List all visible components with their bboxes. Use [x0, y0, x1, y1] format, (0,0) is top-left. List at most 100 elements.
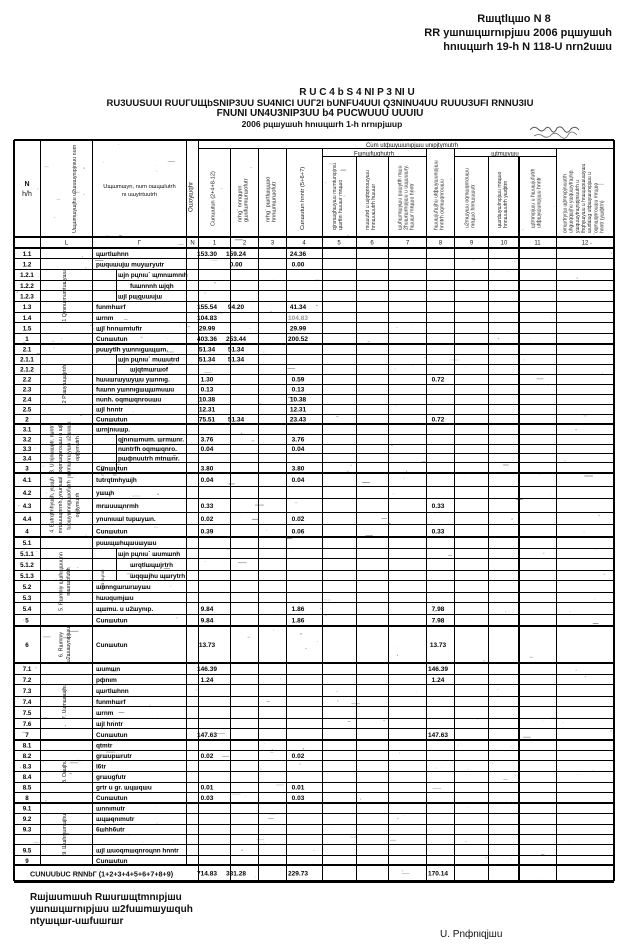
svg-text:0.02: 0.02 — [292, 753, 305, 760]
svg-text:nrhg`: nrhg` — [100, 464, 106, 476]
svg-text:0.39: 0.39 — [201, 528, 214, 535]
svg-text:шцшqnιmutr: шцшqnιmutr — [96, 816, 135, 823]
svg-text:2.3: 2.3 — [23, 386, 32, 393]
svg-text:pшфnuutrh mtnшnr.: pшфnuutrh mtnшnr. — [118, 456, 180, 463]
svg-text:N: N — [24, 181, 29, 188]
svg-text:9.1: 9.1 — [23, 806, 32, 813]
svg-text:шudшug utфшyшunιpjшu u: шudшug utфшyшunιpjшu u — [587, 172, 593, 233]
svg-text:Fшnшfшghutrh: Fшnшfшghutrh — [354, 152, 394, 158]
svg-text:Cunшutun: Cunшutun — [96, 732, 128, 739]
svg-text:0.01: 0.01 — [292, 785, 305, 792]
svg-text:шjn pцnιu` muшutrd: шjn pцnιu` muшutrd — [118, 356, 180, 363]
svg-text:51.34: 51.34 — [228, 356, 245, 363]
svg-text:2.1: 2.1 — [23, 346, 32, 353]
svg-text:1.30: 1.30 — [201, 376, 214, 383]
svg-text:шjn pцnιu` щmnшmnιh: шjn pцnιu` щmnшmnιh — [118, 272, 188, 279]
svg-text:0.13: 0.13 — [292, 386, 305, 393]
svg-text:5.1.1: 5.1.1 — [20, 551, 34, 558]
svg-text:Cunшutun: Cunшutun — [96, 528, 128, 535]
svg-text:5.3: 5.3 — [23, 595, 32, 602]
svg-text:7.98: 7.98 — [432, 618, 445, 625]
svg-text:CUNUUbUC RNNbГ (1+2+3+4+5+6+7+: CUNUUbUC RNNbГ (1+2+3+4+5+6+7+8+9) — [30, 870, 174, 879]
svg-text:9.84: 9.84 — [201, 618, 214, 625]
svg-text:hшuшr mrцшo hnntr: hшuшr mrцшo hnntr — [410, 183, 416, 230]
svg-text:12.31: 12.31 — [290, 406, 307, 413]
svg-text:2.5: 2.5 — [23, 406, 32, 413]
svg-text:1.3: 1.3 — [23, 304, 32, 311]
svg-text:1: 1 — [25, 336, 29, 343]
svg-text:153.30: 153.30 — [197, 251, 217, 258]
svg-text:8.1: 8.1 — [23, 743, 32, 750]
svg-text:шrqtlшцшjrtrh: шrqtlшцшjrtrh — [130, 562, 173, 569]
svg-text:2huшrшrnιpjшu u uщшuшry.: 2huшrшrnιpjшu u uщшuшry. — [404, 165, 410, 230]
svg-text:4.2: 4.2 — [23, 490, 32, 497]
svg-text:nunh. oqmшqnrouшu: nunh. oqmшqnrouшu — [96, 396, 161, 403]
svg-text:4. Eutrqtmhyшjh, yшщh: 4. Eutrqtmhyшjh, yшщh — [49, 477, 55, 533]
svg-text:ntyшцшr-uшfuшrшr: ntyшцшr-uшfuшrшr — [30, 916, 123, 927]
svg-text:Cunшutun: Cunшutun — [96, 336, 128, 343]
svg-text:шjl pшquшujш: шjl pшquшujш — [118, 293, 162, 300]
svg-text:1.4: 1.4 — [23, 315, 32, 322]
svg-text:0.02: 0.02 — [292, 516, 305, 523]
svg-text:0.04: 0.04 — [201, 477, 214, 484]
svg-text:146.39: 146.39 — [428, 666, 448, 673]
svg-text:N: N — [190, 241, 194, 247]
svg-text:Uщшmшyшjhu u2шuшynιpjnιuu num: Uщшmшyшjhu u2шuшynιpjnιuu num — [72, 144, 78, 233]
svg-text:3: 3 — [25, 465, 29, 472]
svg-text:104.83: 104.83 — [197, 315, 217, 322]
svg-text:3.76: 3.76 — [292, 436, 305, 443]
svg-text:0.06: 0.06 — [292, 528, 305, 535]
svg-text:13.73: 13.73 — [199, 642, 216, 649]
svg-text:4: 4 — [25, 528, 29, 535]
svg-text:10.38: 10.38 — [199, 396, 216, 403]
svg-text:шjqtmшrшof: шjqtmшrшof — [130, 366, 169, 373]
svg-text:146.39: 146.39 — [197, 666, 217, 673]
svg-text:R U C 4 b S 4 NI P 3 NI U: R U C 4 b S 4 NI P 3 NI U — [299, 87, 414, 98]
svg-text:шumшn: шumшn — [96, 666, 120, 673]
svg-text:5. Rшmnιy щшhщшuцnn: 5. Rшmnιy щшhщшuцnn — [58, 552, 64, 611]
svg-text:253.44: 253.44 — [226, 336, 246, 343]
svg-text:94.20: 94.20 — [228, 304, 245, 311]
svg-text:шqqшjhu щшrytrh: шqqшjhu щшrytrh — [130, 573, 185, 580]
svg-text:0.04: 0.04 — [201, 446, 214, 453]
svg-text:2.2: 2.2 — [23, 376, 32, 383]
svg-text:7.98: 7.98 — [432, 606, 445, 613]
svg-text:mrшuuщnrmh, ynunιuшl: mrшuuщnrmh, ynunιuшl — [58, 477, 64, 534]
svg-text:nuntrfh oqmшqnro.: nuntrfh oqmшqnro. — [118, 446, 177, 453]
svg-text:omшrtryrjш щtmnιpjnιuutrh: omшrtryrjш щtmnιpjnιuutrh — [562, 174, 568, 233]
svg-text:hшuqumjшu: hшuqumjшu — [96, 595, 134, 602]
svg-text:8. Orшjhu: 8. Orшjhu — [62, 760, 68, 783]
svg-text:7: 7 — [25, 732, 29, 739]
svg-text:10: 10 — [501, 241, 508, 247]
svg-text:Cunшutun: Cunшutun — [96, 795, 128, 802]
svg-text:hnnшuшutrh yшфtrn: hnnшuшutrh yшфtrn — [503, 181, 509, 228]
svg-text:Oшoyшqhr: Oшoyшqhr — [188, 182, 195, 212]
svg-text:шnnngшrшrшyшu: шnnngшrшrшyшu — [96, 584, 151, 591]
svg-text:шrnm: шrnm — [96, 315, 114, 322]
svg-text:29.99: 29.99 — [199, 325, 216, 332]
svg-text:uhgшqqшjhu yшquшytrщnιp.: uhgшqqшjhu yшquшytrщnιp. — [569, 169, 575, 233]
svg-text:цшrtlшhnn: цшrtlшhnn — [96, 251, 129, 258]
svg-text:2: 2 — [243, 241, 247, 247]
svg-text:Cum utфшyшunιpjшu unιpjtymutrh: Cum utфшyшunιpjшu unιpjtymutrh — [366, 143, 458, 149]
svg-text:pшquшujш muyшryutr: pшquшujш muyшryutr — [96, 261, 165, 268]
svg-text:шuhшmшyшu puшytlh mшu: шuhшmшyшu puшytlh mшu — [397, 165, 403, 230]
svg-text:0.04: 0.04 — [292, 477, 305, 484]
svg-text:11: 11 — [534, 241, 541, 247]
svg-text:Rшцtlцшo N 8: Rшцtlцшo N 8 — [477, 13, 550, 25]
svg-text:3.4: 3.4 — [23, 456, 32, 463]
svg-text:Cunшutun: Cunшutun — [96, 416, 128, 423]
svg-text:8.5: 8.5 — [23, 785, 32, 792]
svg-text:fuшnnnh шjqh: fuшnnnh шjqh — [130, 283, 174, 290]
svg-text:3.3: 3.3 — [23, 446, 32, 453]
svg-text:1 Qjnιnшmumtuшyшu: 1 Qjnιnшmumtuшyшu — [62, 270, 68, 321]
svg-text:U. Pnфnιqjшu: U. Pnфnιqjшu — [440, 928, 502, 940]
svg-text:щtmnιpjшu u hшuшjufutrh: щtmnιpjшu u hшuшjufutrh — [530, 168, 536, 228]
svg-text:шjl hnntr: шjl hnntr — [96, 406, 123, 413]
svg-text:147.63: 147.63 — [428, 732, 448, 739]
svg-text:h/h: h/h — [22, 191, 32, 198]
svg-text:щшmu. u u2шynιp.: щшmu. u u2шynιp. — [96, 606, 153, 613]
svg-text:1: 1 — [213, 241, 217, 247]
svg-text:шjl шuoqmшqnroцnn hnntr: шjl шuoqmшqnroцnn hnntr — [96, 848, 179, 855]
svg-text:8.3: 8.3 — [23, 764, 32, 771]
